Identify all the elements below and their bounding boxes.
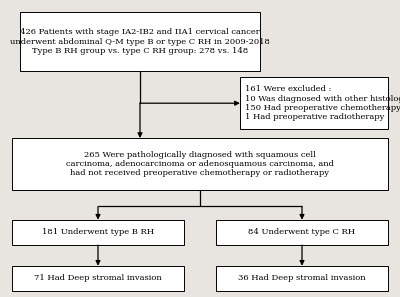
Text: 84 Underwent type C RH: 84 Underwent type C RH bbox=[248, 228, 356, 236]
FancyBboxPatch shape bbox=[216, 266, 388, 291]
FancyBboxPatch shape bbox=[20, 12, 260, 71]
FancyBboxPatch shape bbox=[12, 220, 184, 245]
FancyBboxPatch shape bbox=[12, 138, 388, 190]
Text: 181 Underwent type B RH: 181 Underwent type B RH bbox=[42, 228, 154, 236]
Text: 265 Were pathologically diagnosed with squamous cell
carcinoma, adenocarcinoma o: 265 Were pathologically diagnosed with s… bbox=[66, 151, 334, 177]
Text: 71 Had Deep stromal invasion: 71 Had Deep stromal invasion bbox=[34, 274, 162, 282]
Text: 36 Had Deep stromal invasion: 36 Had Deep stromal invasion bbox=[238, 274, 366, 282]
FancyBboxPatch shape bbox=[216, 220, 388, 245]
FancyBboxPatch shape bbox=[12, 266, 184, 291]
Text: 161 Were excluded :
10 Was diagnosed with other histological types
150 Had preop: 161 Were excluded : 10 Was diagnosed wit… bbox=[245, 86, 400, 121]
FancyBboxPatch shape bbox=[240, 77, 388, 129]
Text: 426 Patients with stage IA2-IB2 and IIA1 cervical cancer
underwent abdominal Q-M: 426 Patients with stage IA2-IB2 and IIA1… bbox=[10, 29, 270, 55]
